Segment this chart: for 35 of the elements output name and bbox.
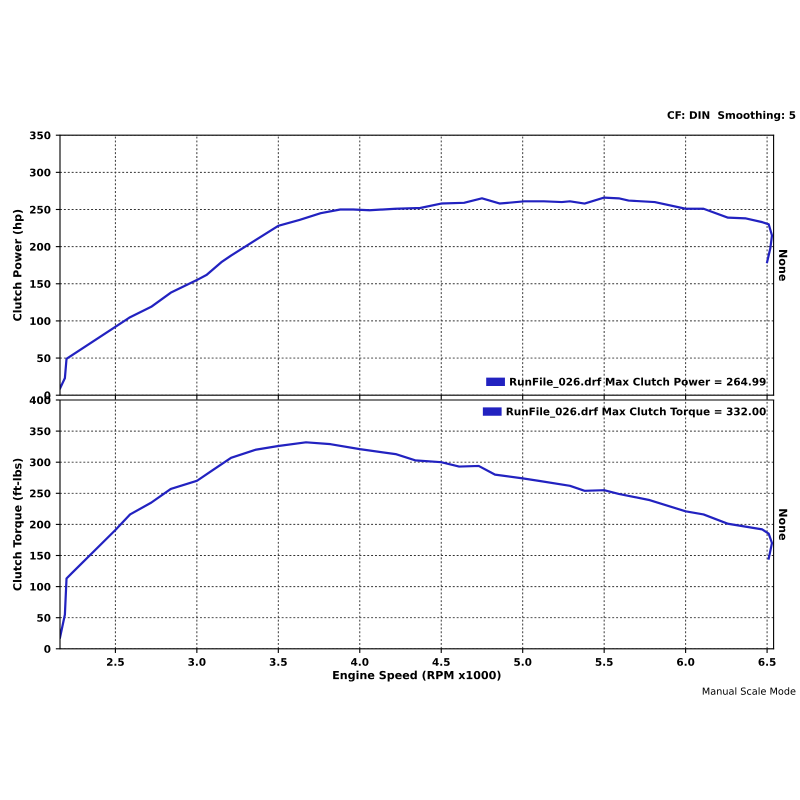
y-tick-label: 350 (30, 131, 50, 140)
y-axis-title: Clutch Torque (ft-lbs) (12, 458, 24, 591)
y-tick-label: 250 (30, 490, 50, 498)
x-tick-label: 4.5 (432, 658, 450, 666)
x-tick-label: 2.5 (106, 658, 124, 666)
y2-axis-title: None (778, 509, 788, 540)
y-tick-label: 300 (30, 458, 50, 466)
y-tick-label: 100 (30, 582, 50, 591)
y2-axis-title: None (778, 250, 788, 281)
y-tick-label: 100 (30, 317, 50, 326)
x-tick-label: 4.0 (351, 658, 369, 666)
x-tick-label: 5.5 (596, 658, 613, 666)
legend-label: RunFile_026.drf Max Clutch Torque = 332.00 (506, 407, 766, 418)
x-tick-label: 6.5 (758, 658, 776, 666)
x-tick-label: 5.0 (514, 658, 532, 666)
y-tick-label: 50 (37, 614, 50, 622)
y-axis-title: Clutch Power (hp) (12, 210, 24, 321)
text: Manual Scale Mode (702, 687, 796, 695)
x-tick-label: 6.0 (677, 658, 694, 666)
line-series (60, 196, 774, 390)
x-axis-title: Engine Speed (RPM x1000) (333, 670, 500, 682)
y-tick-label: 200 (30, 242, 50, 251)
y-tick-label: 350 (30, 427, 50, 436)
text: CF: DIN Smoothing: 5 (668, 110, 796, 122)
line-series (60, 441, 774, 639)
y-tick-label: 300 (30, 168, 50, 176)
y-tick-label: 0 (44, 645, 50, 653)
legend-label: RunFile_026.drf Max Clutch Power = 264.99 (510, 378, 766, 388)
y-tick-label: 150 (30, 280, 50, 288)
y-tick-label: 150 (30, 552, 50, 560)
x-tick-label: 3.5 (270, 658, 287, 666)
x-tick-label: 3.0 (188, 658, 206, 666)
y-tick-label: 200 (30, 520, 50, 529)
y-tick-label: 250 (30, 206, 50, 214)
y-tick-label: 50 (37, 354, 50, 362)
